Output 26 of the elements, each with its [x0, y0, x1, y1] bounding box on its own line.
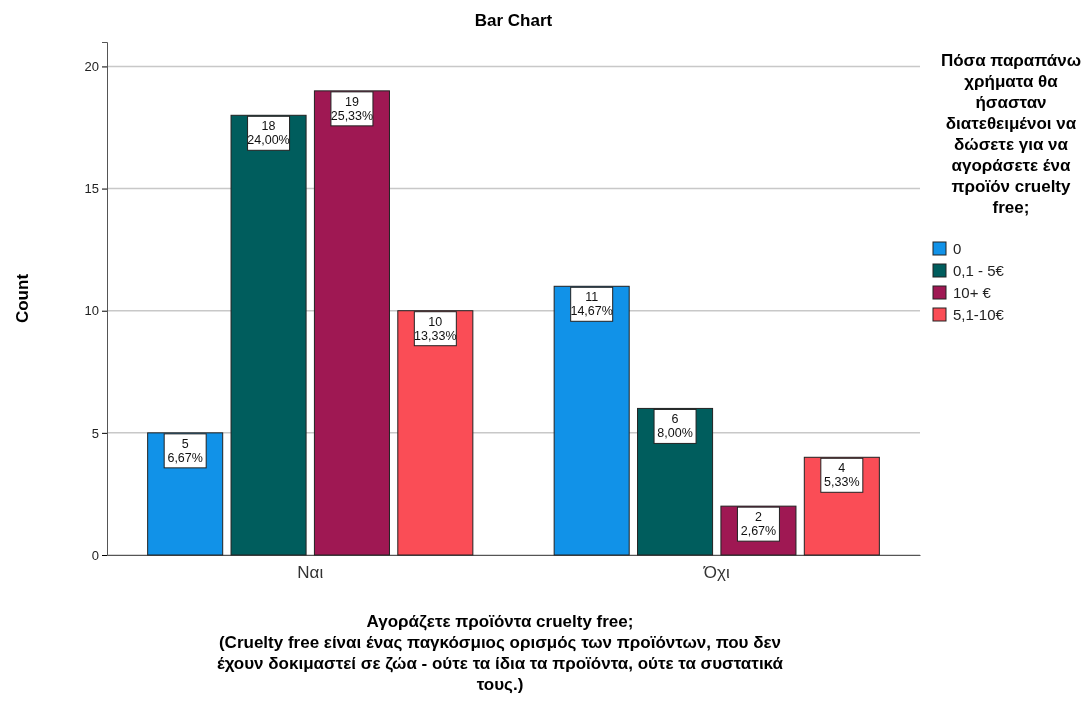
data-label: 2 2,67% [740, 510, 777, 539]
data-label: 10 13,33% [414, 314, 457, 343]
legend-label: 5,1-10€ [953, 306, 1005, 323]
legend-title: Πόσα παραπάνω χρήματα θα ήσασταν διατεθειμένοι να δώσετε για να αγοράσετε ένα προϊόν cruelty free; [940, 51, 1082, 217]
data-label: 6 8,00% [657, 412, 693, 441]
chart-title: Bar Chart [474, 11, 553, 30]
y-axis-title: Count [13, 273, 32, 324]
y-tick-label: 20 [84, 59, 99, 75]
x-tick-label: Όχι [702, 563, 730, 583]
y-tick-label: 10 [84, 303, 99, 319]
bar [397, 310, 474, 556]
legend-label: 0 [953, 240, 962, 257]
x-tick-label: Ναι [297, 563, 324, 583]
data-label: 5 6,67% [167, 436, 203, 465]
y-tick-label: 0 [91, 547, 99, 563]
bar [230, 114, 307, 556]
legend-label: 0,1 - 5€ [953, 262, 1005, 279]
data-label: 18 24,00% [247, 119, 290, 148]
y-tick-label: 5 [91, 425, 99, 441]
data-label: 4 5,33% [824, 461, 860, 490]
x-axis-title: Αγοράζετε προϊόντα cruelty free; (Cruelty free είναι ένας παγκόσμιος ορισμός των προϊόντων, που δεν έχουν δοκιμαστεί σε ζώα - ούτε τα ίδια τα προϊόντα, ούτε τα συστατικά τους.) [217, 612, 784, 694]
bar [313, 90, 390, 556]
legend-label: 10+ € [953, 284, 992, 301]
data-label: 19 25,33% [330, 94, 374, 123]
y-tick-label: 15 [84, 181, 99, 197]
bar [553, 285, 630, 556]
